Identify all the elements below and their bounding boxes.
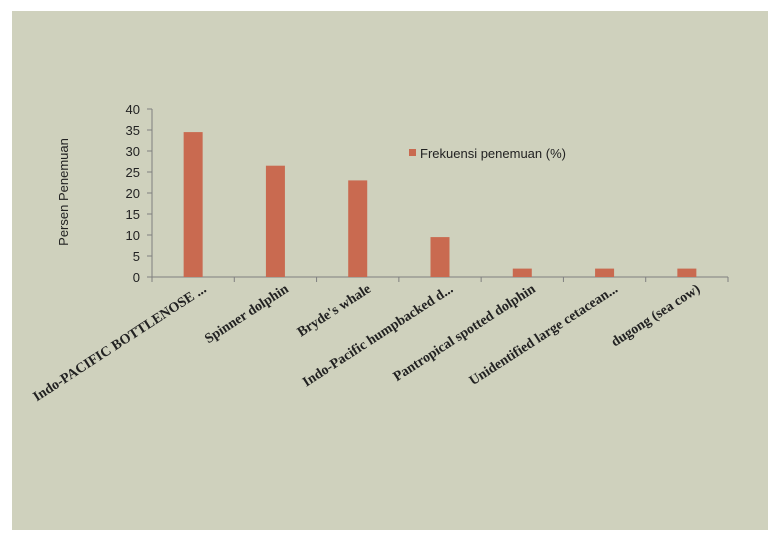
x-category-label: Indo-Pacific humpbacked d... xyxy=(300,282,456,391)
bar xyxy=(183,132,203,277)
y-tick-label: 35 xyxy=(126,123,140,138)
y-tick-label: 10 xyxy=(126,228,140,243)
y-tick-label: 0 xyxy=(133,270,140,285)
bar xyxy=(595,268,615,277)
legend: Frekuensi penemuan (%) xyxy=(409,146,566,161)
bar xyxy=(512,268,532,277)
x-category-label: dugong (sea cow) xyxy=(609,282,704,351)
bar xyxy=(677,268,697,277)
x-category-label: Bryde's whale xyxy=(295,282,374,341)
y-tick-label: 30 xyxy=(126,144,140,159)
bar xyxy=(265,165,285,277)
y-tick-label: 5 xyxy=(133,249,140,264)
legend-label: Frekuensi penemuan (%) xyxy=(420,146,566,161)
y-tick-label: 20 xyxy=(126,186,140,201)
x-category-label: Indo-PACIFIC BOTTLENOSE ... xyxy=(31,282,210,405)
x-category-label: Spinner dolphin xyxy=(202,282,291,347)
bar xyxy=(430,237,450,277)
category-labels: Indo-PACIFIC BOTTLENOSE ...Spinner dolph… xyxy=(31,282,704,405)
bar xyxy=(348,180,368,277)
x-axis xyxy=(151,276,729,282)
legend-swatch xyxy=(409,149,416,156)
chart-area xyxy=(12,11,768,530)
y-axis: 0 5 10 15 20 25 30 35 40 xyxy=(126,102,153,285)
x-category-label: Pantropical spotted dolphin xyxy=(391,282,539,385)
y-axis-label: Persen Penemuan xyxy=(56,138,71,246)
bars xyxy=(183,132,697,277)
y-tick-label: 25 xyxy=(126,165,140,180)
y-tick-label: 15 xyxy=(126,207,140,222)
x-category-label: Unidentified large cetacean... xyxy=(467,282,621,389)
y-tick-label: 40 xyxy=(126,102,140,117)
